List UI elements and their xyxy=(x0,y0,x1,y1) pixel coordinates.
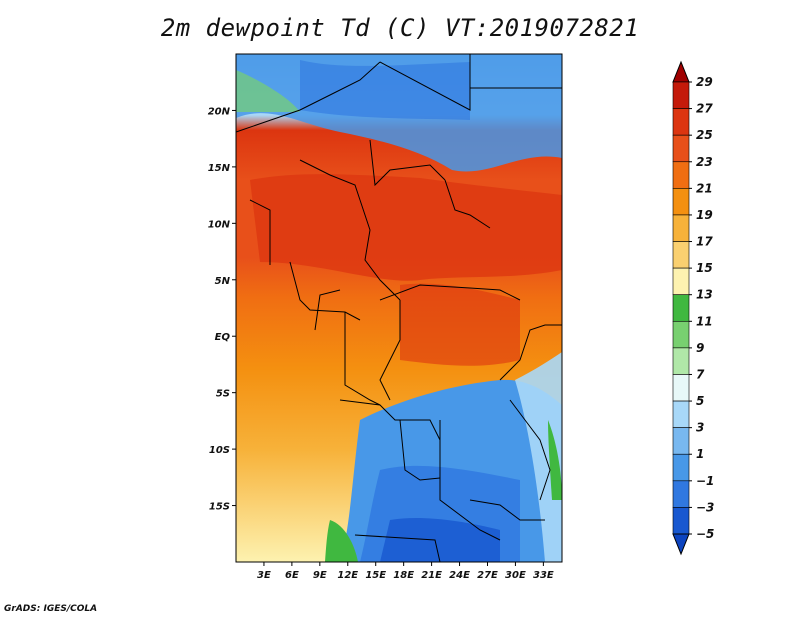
colorbar-label: 13 xyxy=(696,288,713,302)
colorbar-label: −1 xyxy=(696,474,714,488)
colorbar-label: 7 xyxy=(696,367,705,381)
colorbar-label: −3 xyxy=(696,500,714,514)
lat-tick-label: 5N xyxy=(215,276,231,287)
colorbar-label: 3 xyxy=(696,421,704,435)
colorbar-label: 19 xyxy=(696,208,713,222)
lat-tick-label: 15N xyxy=(208,163,231,174)
colorbar: 29 27 25 23 21 19 17 15 13 11 9 7 5 3 1 −1 −3 −5 xyxy=(672,60,714,556)
colorbar-segment xyxy=(672,320,690,349)
colorbar-label: 15 xyxy=(696,261,713,275)
colorbar-label: 27 xyxy=(696,102,713,116)
colorbar-segment xyxy=(672,480,690,508)
colorbar-label: −5 xyxy=(696,527,714,541)
dewpoint-field xyxy=(236,54,562,562)
colorbar-segment xyxy=(672,241,690,269)
colorbar-segment xyxy=(672,453,690,482)
colorbar-segment xyxy=(672,427,690,455)
map-frame xyxy=(235,53,563,563)
lat-tick-label: 15S xyxy=(209,502,230,513)
colorbar-segment xyxy=(672,188,690,216)
lon-tick-label: 30E xyxy=(505,570,526,581)
lat-tick-label: 10S xyxy=(209,445,230,456)
colorbar-label: 29 xyxy=(696,75,713,89)
colorbar-segment xyxy=(672,134,690,163)
colorbar-label: 9 xyxy=(696,341,704,355)
colorbar-segment xyxy=(672,400,690,428)
colorbar-segment xyxy=(672,294,690,322)
lat-tick-label: EQ xyxy=(215,332,231,343)
colorbar-segment xyxy=(672,507,690,535)
colorbar-label: 5 xyxy=(696,394,704,408)
colorbar-segment xyxy=(672,374,690,402)
lon-tick-label: 12E xyxy=(337,570,358,581)
colorbar-label: 21 xyxy=(696,181,713,195)
lon-tick-label: 15E xyxy=(365,570,386,581)
country-borders xyxy=(236,54,562,562)
latitude-axis: 20N 15N 10N 5N EQ 5S 10S 15S xyxy=(208,106,236,513)
lat-tick-label: 5S xyxy=(216,389,230,400)
colorbar-label: 23 xyxy=(696,155,713,169)
lon-tick-label: 6E xyxy=(285,570,299,581)
lon-tick-label: 27E xyxy=(477,570,498,581)
lon-tick-label: 33E xyxy=(533,570,554,581)
colorbar-segment xyxy=(672,108,690,136)
lon-tick-label: 21E xyxy=(421,570,442,581)
colorbar-label: 11 xyxy=(696,314,713,328)
longitude-axis: 3E 6E 9E 12E 15E 18E 21E 24E 27E 30E 33E xyxy=(257,562,554,581)
colorbar-segment xyxy=(672,214,690,242)
lon-tick-label: 18E xyxy=(393,570,414,581)
lon-tick-label: 3E xyxy=(257,570,271,581)
colorbar-segment xyxy=(672,81,690,109)
lon-tick-label: 24E xyxy=(449,570,470,581)
lon-tick-label: 9E xyxy=(313,570,327,581)
colorbar-bottom-arrow xyxy=(672,533,690,556)
colorbar-segment xyxy=(672,161,690,189)
grads-credit: GrADS: IGES/COLA xyxy=(4,604,98,614)
colorbar-label: 25 xyxy=(696,128,713,142)
colorbar-segment xyxy=(672,267,690,296)
map-title: 2m dewpoint Td (C) VT:2019072821 xyxy=(160,14,640,42)
lat-tick-label: 20N xyxy=(208,106,231,117)
colorbar-top-arrow xyxy=(672,60,690,83)
lat-tick-label: 10N xyxy=(208,219,231,230)
colorbar-label: 1 xyxy=(696,447,704,461)
colorbar-segment xyxy=(672,347,690,375)
colorbar-label: 17 xyxy=(696,235,713,249)
